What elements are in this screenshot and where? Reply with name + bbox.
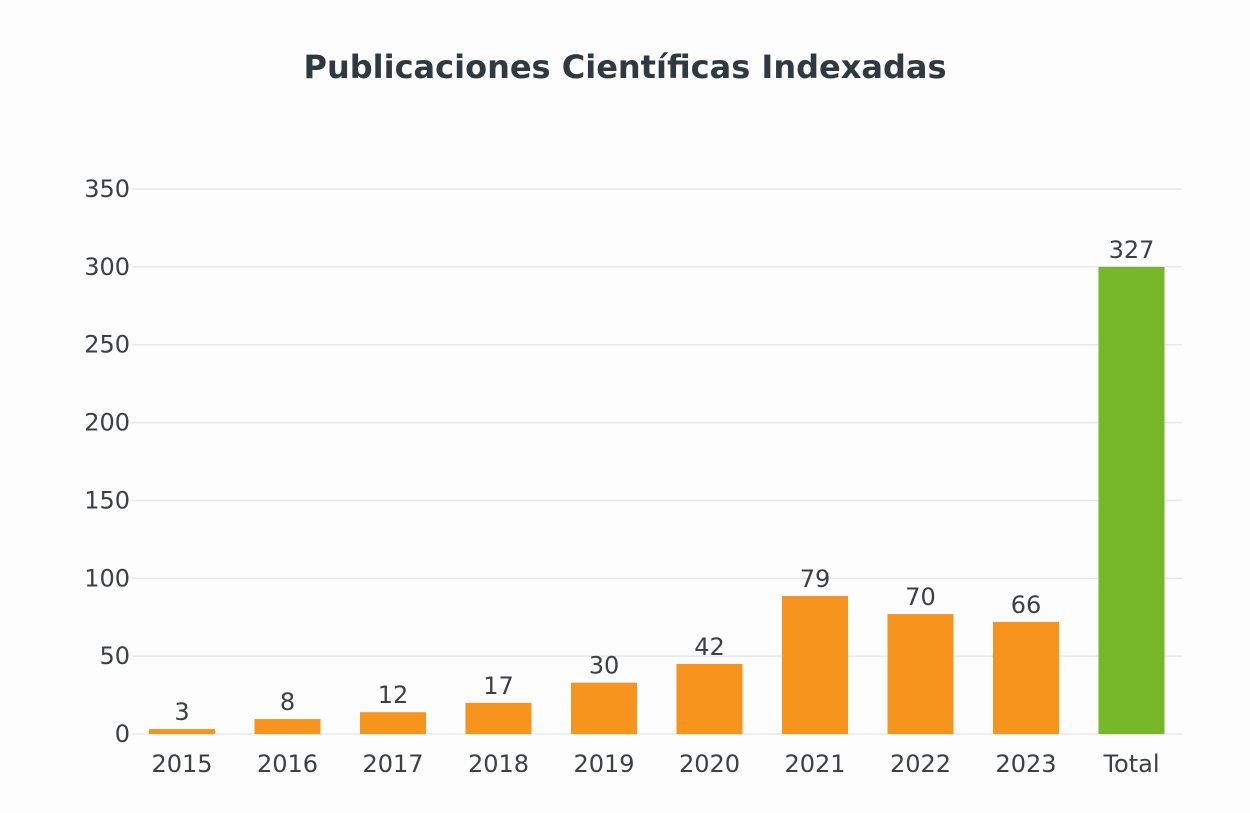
y-tick-label: 100: [84, 564, 130, 592]
x-tick-label: 2020: [679, 750, 740, 778]
x-tick-label: 2017: [362, 750, 423, 778]
data-label: 66: [1011, 591, 1042, 619]
x-tick-label: 2019: [573, 750, 634, 778]
x-tick-label: 2021: [784, 750, 845, 778]
data-label: 79: [800, 565, 831, 593]
bar-2020: [676, 663, 743, 734]
data-label: 3: [174, 698, 189, 726]
y-tick-label: 250: [84, 331, 130, 359]
y-tick-label: 200: [84, 409, 130, 437]
y-axis-ticks: 0 50 100 150 200 250 300 350: [84, 175, 130, 748]
bar-2018: [465, 702, 532, 734]
y-tick-label: 300: [84, 253, 130, 281]
x-tick-label: 2018: [468, 750, 529, 778]
y-tick-label: 150: [84, 486, 130, 514]
gridlines: [132, 188, 1182, 735]
y-tick-label: 0: [115, 720, 130, 748]
data-label: 12: [378, 681, 409, 709]
x-tick-label: 2023: [995, 750, 1056, 778]
bar-2016: [254, 719, 321, 734]
data-label: 42: [694, 633, 725, 661]
bar-2017: [360, 712, 426, 734]
bar-2019: [571, 682, 637, 734]
x-tick-label: 2016: [257, 750, 318, 778]
y-tick-label: 350: [84, 175, 130, 203]
x-axis-ticks: 2015 2016 2017 2018 2019 2020 2021 2022 2023 Tota…: [151, 750, 1159, 778]
data-label: 30: [589, 652, 620, 680]
chart-title: Publicaciones Científicas Indexadas: [304, 48, 947, 86]
data-label: 70: [905, 583, 936, 611]
x-tick-label: 2015: [151, 750, 212, 778]
data-label: 8: [280, 688, 295, 716]
y-tick-label: 50: [99, 642, 130, 670]
data-label: 327: [1109, 236, 1155, 264]
data-label: 17: [483, 672, 514, 700]
x-tick-label: 2022: [890, 750, 951, 778]
bar-2023: [993, 621, 1059, 734]
bar-2021: [782, 596, 848, 734]
bar-total: [1098, 266, 1165, 734]
bar-2022: [887, 614, 954, 734]
x-tick-label: Total: [1102, 750, 1159, 778]
data-labels: 3 8 12 17 30 42 79 70 66 327: [174, 236, 1154, 726]
bars: [149, 266, 1165, 734]
bar-2015: [149, 729, 215, 734]
